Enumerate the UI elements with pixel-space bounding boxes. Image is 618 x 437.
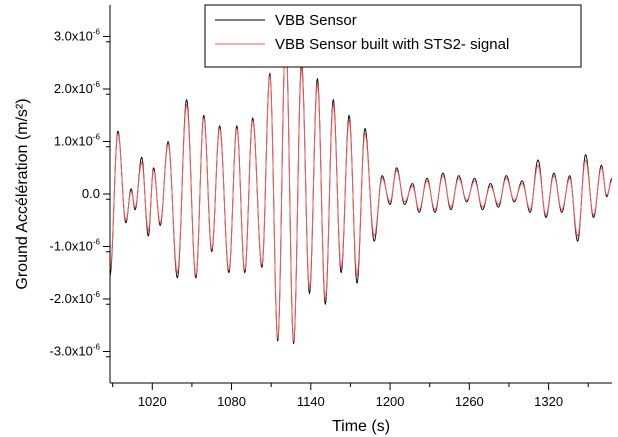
x-tick-label: 1260 bbox=[455, 394, 484, 409]
y-tick-label: 2.0x10-6 bbox=[54, 80, 101, 96]
series-line-1 bbox=[109, 36, 613, 345]
x-tick-label: 1200 bbox=[376, 394, 405, 409]
x-axis-title: Time (s) bbox=[332, 418, 390, 435]
y-tick-label: -3.0x10-6 bbox=[50, 343, 101, 359]
legend-box bbox=[204, 4, 582, 68]
y-tick-label: -2.0x10-6 bbox=[50, 290, 101, 306]
y-tick-label: 0.0 bbox=[82, 186, 100, 201]
legend-label: VBB Sensor bbox=[275, 12, 357, 29]
series-line-2 bbox=[109, 38, 613, 342]
series-layer bbox=[109, 36, 613, 345]
x-tick-label: 1080 bbox=[217, 394, 246, 409]
y-tick-label: -1.0x10-6 bbox=[50, 238, 101, 254]
x-tick-label: 1020 bbox=[138, 394, 167, 409]
y-tick-label: 1.0x10-6 bbox=[54, 133, 101, 149]
legend-label: VBB Sensor built with STS2- signal bbox=[275, 36, 509, 53]
y-tick-label: 3.0x10-6 bbox=[54, 28, 101, 44]
legend: VBB Sensor VBB Sensor built with STS2- si… bbox=[204, 4, 582, 68]
x-tick-label: 1320 bbox=[534, 394, 563, 409]
axes-layer: 1020 1080 1140 1200 1260 1320 -3.0x10-6 -2.0x10… bbox=[50, 5, 612, 409]
y-axis-title: Ground Accélération (m/s²) bbox=[14, 98, 31, 289]
x-tick-label: 1140 bbox=[297, 394, 325, 409]
